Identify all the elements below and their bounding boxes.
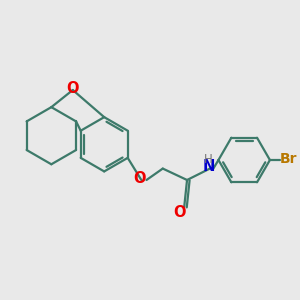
- Text: O: O: [67, 81, 79, 96]
- Text: H: H: [204, 154, 213, 166]
- Text: O: O: [174, 206, 186, 220]
- Text: Br: Br: [280, 152, 297, 166]
- Text: O: O: [134, 171, 146, 186]
- Text: N: N: [202, 159, 215, 174]
